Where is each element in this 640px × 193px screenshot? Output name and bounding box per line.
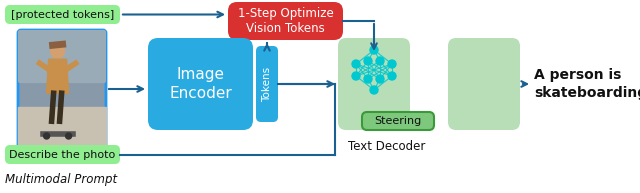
FancyBboxPatch shape [338,38,410,130]
Circle shape [65,133,72,139]
Text: Tokens: Tokens [262,66,272,102]
Text: Describe the photo: Describe the photo [10,150,116,159]
Circle shape [352,60,360,68]
Text: Text Decoder: Text Decoder [348,140,426,153]
Circle shape [376,75,384,83]
Text: Steering: Steering [374,116,422,126]
Circle shape [364,57,372,65]
FancyBboxPatch shape [448,38,520,130]
FancyBboxPatch shape [256,46,278,122]
Circle shape [51,44,65,58]
Text: A person is
skateboarding: A person is skateboarding [534,68,640,100]
Text: Image
Encoder: Image Encoder [169,68,232,101]
FancyBboxPatch shape [18,30,106,83]
Circle shape [370,46,378,54]
Text: [protected tokens]: [protected tokens] [11,9,114,19]
Polygon shape [47,59,68,93]
FancyBboxPatch shape [5,5,120,24]
Circle shape [44,133,50,139]
Text: 1-Step Optimize
Vision Tokens: 1-Step Optimize Vision Tokens [237,7,333,35]
Text: Multimodal Prompt: Multimodal Prompt [5,173,117,186]
FancyBboxPatch shape [18,30,106,148]
Polygon shape [18,107,106,148]
Circle shape [370,86,378,94]
Circle shape [388,72,396,80]
FancyBboxPatch shape [362,112,434,130]
Circle shape [388,60,396,68]
FancyBboxPatch shape [5,145,120,164]
Circle shape [352,72,360,80]
Circle shape [376,57,384,65]
FancyBboxPatch shape [148,38,253,130]
FancyBboxPatch shape [228,2,343,40]
Circle shape [364,75,372,83]
